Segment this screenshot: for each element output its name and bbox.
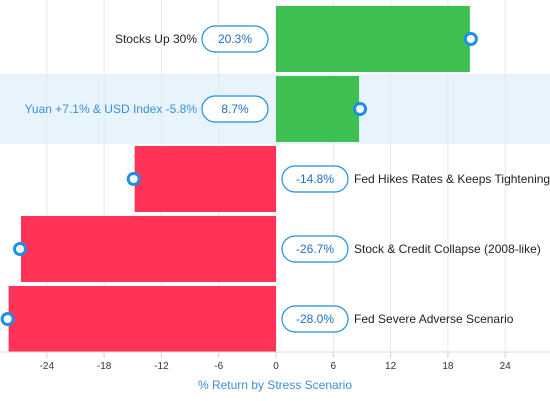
bar — [134, 146, 276, 212]
x-tick-label: -18 — [97, 361, 112, 372]
bar-end-marker[interactable] — [463, 32, 478, 46]
bar — [8, 286, 276, 352]
value-pill — [281, 305, 349, 333]
highlight-row-band — [0, 74, 550, 144]
value-label: -26.7% — [296, 242, 334, 256]
bar-end-marker[interactable] — [353, 102, 368, 116]
x-tick-label: 24 — [500, 361, 512, 372]
value-pill — [281, 235, 349, 263]
value-pill — [281, 165, 349, 193]
value-label: -28.0% — [296, 312, 334, 326]
category-label: Fed Hikes Rates & Keeps Tightening — [354, 172, 550, 186]
x-tick-label: -12 — [154, 361, 169, 372]
x-tick-label: 0 — [273, 361, 279, 372]
x-axis-title: % Return by Stress Scenario — [198, 378, 352, 392]
bar — [276, 6, 470, 72]
bar — [276, 76, 360, 142]
bar-end-marker[interactable] — [13, 242, 28, 256]
x-tick-label: -24 — [40, 361, 55, 372]
category-label: Fed Severe Adverse Scenario — [354, 312, 514, 326]
x-axis-ticks: -24 -18 -12 -6 0 6 12 18 24 — [0, 351, 550, 372]
bar-end-marker[interactable] — [0, 312, 15, 326]
bar — [21, 216, 276, 282]
highlight-band-layer — [0, 74, 550, 144]
x-tick-label: 6 — [331, 361, 337, 372]
value-pill — [201, 25, 269, 53]
category-label: Stock & Credit Collapse (2008-like) — [354, 242, 541, 256]
x-tick-label: 18 — [442, 361, 454, 372]
value-label: 20.3% — [218, 32, 252, 46]
category-label: Yuan +7.1% & USD Index -5.8% — [25, 102, 198, 116]
x-tick-label: 12 — [385, 361, 397, 372]
value-label: 8.7% — [221, 102, 249, 116]
value-pill — [201, 95, 269, 123]
category-label: Stocks Up 30% — [115, 32, 197, 46]
x-tick-label: -6 — [214, 361, 223, 372]
value-label: -14.8% — [296, 172, 334, 186]
bar-end-marker[interactable] — [126, 172, 141, 186]
bar-layer: 20.3% Stocks Up 30% 8.7% Yuan +7.1% & USD I… — [0, 6, 550, 352]
